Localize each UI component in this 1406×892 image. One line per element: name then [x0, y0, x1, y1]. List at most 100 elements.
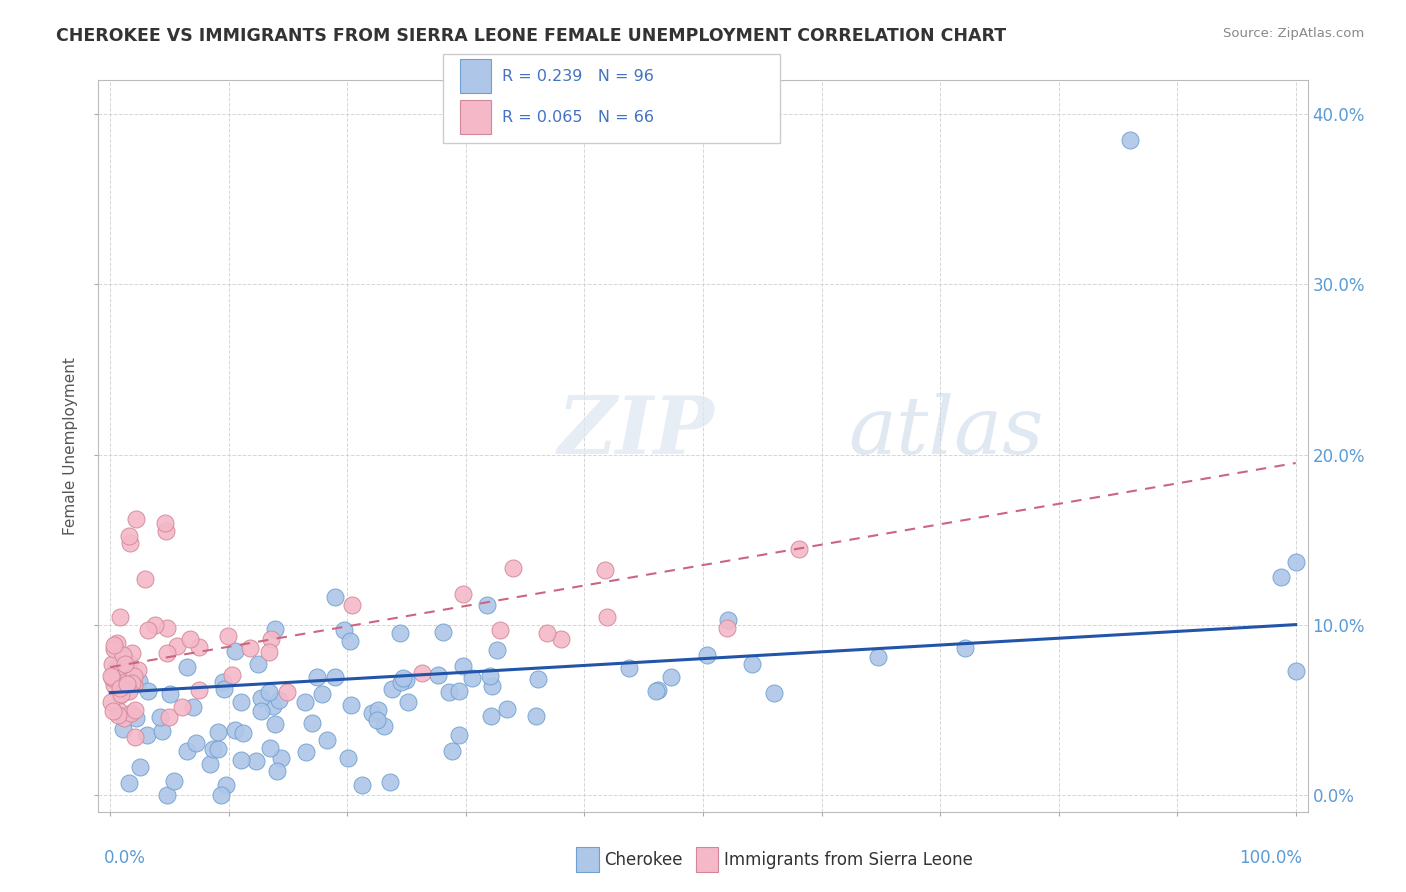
Point — [118, 657, 141, 671]
Point — [148, 710, 170, 724]
Point — [163, 774, 186, 789]
Point — [110, 687, 132, 701]
Point — [479, 669, 502, 683]
Point — [340, 598, 363, 612]
Point — [188, 640, 211, 654]
Point — [245, 754, 267, 768]
Point — [475, 599, 498, 613]
Point — [717, 613, 740, 627]
Point — [488, 623, 510, 637]
Point — [316, 733, 339, 747]
Point — [122, 678, 145, 692]
Point — [264, 717, 287, 731]
Point — [257, 684, 280, 698]
Point — [391, 671, 413, 685]
Point — [339, 634, 361, 648]
Text: Immigrants from Sierra Leone: Immigrants from Sierra Leone — [724, 851, 973, 869]
Point — [360, 706, 382, 721]
Point — [224, 723, 246, 738]
Point — [150, 723, 173, 738]
Point — [294, 695, 316, 709]
Point — [224, 644, 246, 658]
Point — [232, 726, 254, 740]
Point — [107, 707, 129, 722]
Point — [101, 657, 124, 672]
Point — [787, 541, 810, 556]
Point — [107, 704, 129, 718]
Point — [267, 693, 290, 707]
Text: atlas: atlas — [848, 392, 1043, 470]
Text: Cherokee: Cherokee — [605, 851, 683, 869]
Point — [101, 705, 124, 719]
Point — [617, 661, 640, 675]
Point — [305, 670, 328, 684]
Point — [155, 524, 177, 538]
Point — [121, 675, 143, 690]
Point — [209, 788, 232, 802]
Point — [378, 774, 401, 789]
Point — [103, 638, 125, 652]
Point — [221, 668, 243, 682]
Point — [696, 648, 718, 662]
Point — [125, 512, 148, 526]
Point — [121, 646, 143, 660]
Point — [108, 681, 131, 695]
Point — [502, 561, 524, 575]
Point — [249, 690, 271, 705]
Point — [207, 742, 229, 756]
Point — [1285, 665, 1308, 679]
Point — [661, 670, 683, 684]
Point — [118, 684, 141, 698]
Text: 100.0%: 100.0% — [1239, 849, 1302, 867]
Point — [380, 681, 402, 696]
Point — [1270, 570, 1292, 584]
Point — [103, 678, 125, 692]
Point — [427, 667, 450, 681]
Point — [122, 669, 145, 683]
Point — [389, 626, 412, 640]
Point — [217, 629, 239, 643]
Point — [143, 617, 166, 632]
Text: Source: ZipAtlas.com: Source: ZipAtlas.com — [1223, 27, 1364, 40]
Point — [741, 657, 763, 672]
Point — [127, 663, 149, 677]
Point — [129, 760, 152, 774]
Point — [107, 636, 129, 650]
Point — [527, 672, 550, 686]
Point — [107, 673, 129, 688]
Point — [389, 675, 412, 690]
Point — [536, 626, 558, 640]
Point — [1119, 133, 1142, 147]
Point — [398, 695, 420, 709]
Point — [100, 668, 122, 682]
Point — [108, 688, 131, 702]
Point — [373, 719, 395, 733]
Point — [257, 645, 280, 659]
Point — [128, 674, 150, 689]
Point — [207, 725, 229, 739]
Point — [156, 788, 179, 802]
Point — [647, 682, 669, 697]
Point — [181, 700, 204, 714]
Point — [301, 716, 323, 731]
Point — [115, 683, 138, 698]
Point — [198, 757, 221, 772]
Point — [441, 744, 464, 758]
Point — [124, 731, 146, 745]
Point — [108, 610, 131, 624]
Point — [134, 572, 156, 586]
Point — [239, 640, 262, 655]
Point — [112, 648, 135, 663]
Point — [323, 590, 346, 604]
Point — [276, 684, 298, 698]
Point — [451, 659, 474, 673]
Point — [461, 672, 484, 686]
Point — [259, 740, 281, 755]
Point — [323, 670, 346, 684]
Point — [550, 632, 572, 646]
Point — [645, 684, 668, 698]
Point — [1285, 555, 1308, 569]
Point — [125, 711, 148, 725]
Point — [135, 728, 157, 742]
Point — [451, 587, 474, 601]
